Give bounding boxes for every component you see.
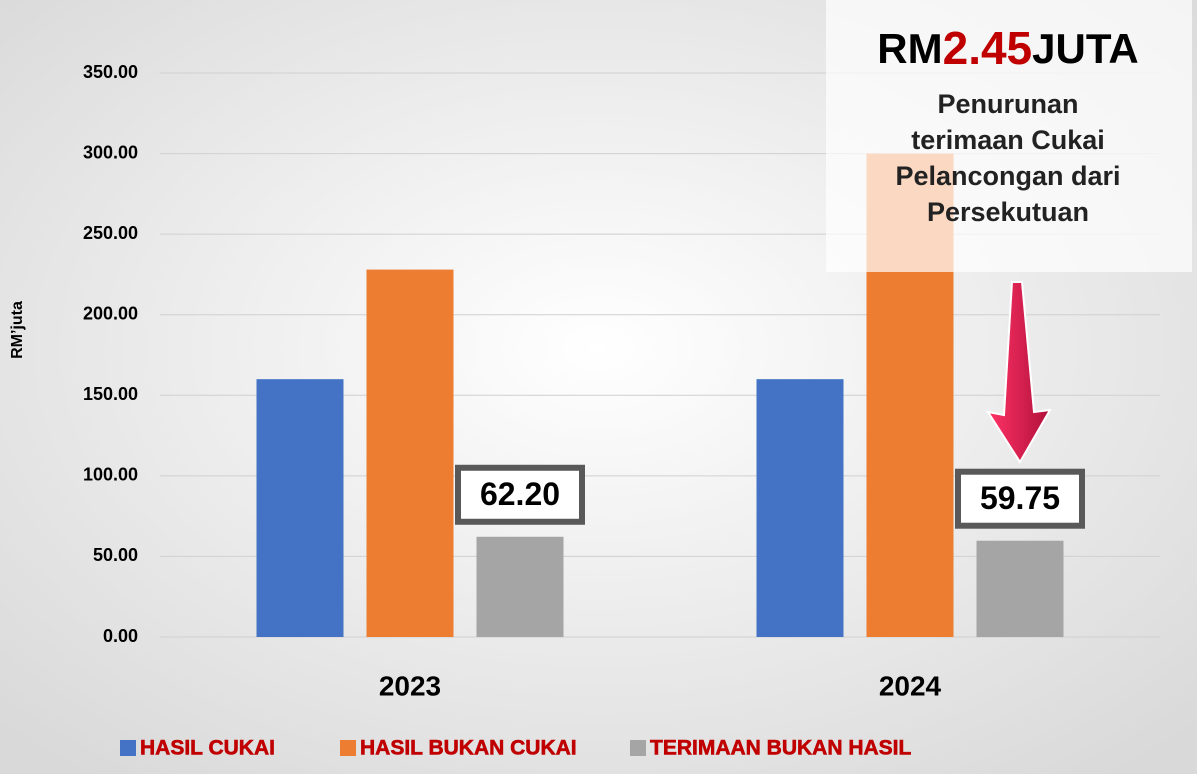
annotation-text: Pelancongan dari xyxy=(895,161,1120,191)
y-tick-label: 300.00 xyxy=(83,142,138,162)
legend-label: HASIL CUKAI xyxy=(140,737,275,760)
annotation-headline: RM2.45JUTA xyxy=(877,22,1138,74)
legend-swatch xyxy=(120,740,136,756)
bar xyxy=(756,379,844,637)
y-tick-label: 0.00 xyxy=(103,626,138,646)
y-axis-title: RM’juta xyxy=(9,301,26,359)
data-label: 59.75 xyxy=(980,480,1060,516)
legend-swatch xyxy=(340,740,356,756)
annotation-text: terimaan Cukai xyxy=(911,125,1105,155)
bar xyxy=(366,269,454,637)
y-tick-label: 100.00 xyxy=(83,465,138,485)
legend-label: TERIMAAN BUKAN HASIL xyxy=(650,737,911,760)
data-label: 62.20 xyxy=(480,476,560,512)
arrow xyxy=(985,281,1052,464)
y-tick-label: 200.00 xyxy=(83,303,138,323)
annotation-text: Penurunan xyxy=(937,89,1078,119)
y-tick-label: 350.00 xyxy=(83,62,138,82)
bar xyxy=(256,379,344,637)
y-tick-label: 50.00 xyxy=(93,545,138,565)
y-tick-label: 250.00 xyxy=(83,223,138,243)
annotation-text: Persekutuan xyxy=(927,197,1089,227)
bar xyxy=(976,540,1064,637)
data-label-box xyxy=(955,468,1085,529)
legend-swatch xyxy=(630,740,646,756)
x-tick-label: 2024 xyxy=(879,670,942,701)
bar xyxy=(476,536,564,637)
y-tick-label: 150.00 xyxy=(83,384,138,404)
legend-label: HASIL BUKAN CUKAI xyxy=(360,737,577,760)
data-label-box xyxy=(455,464,585,525)
x-tick-label: 2023 xyxy=(379,670,441,701)
annotation-box xyxy=(826,0,1192,272)
